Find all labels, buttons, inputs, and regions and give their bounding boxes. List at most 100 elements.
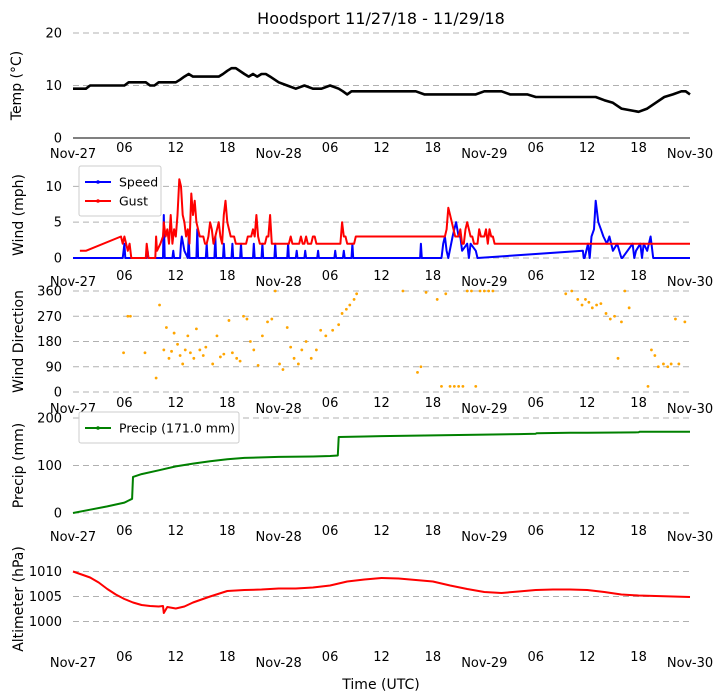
y-tick-label: 0 xyxy=(54,132,62,147)
x-tick-label: 06 xyxy=(527,269,544,284)
data-point xyxy=(222,352,226,356)
data-point xyxy=(478,289,482,293)
legend-label: Precip (171.0 mm) xyxy=(119,421,235,436)
x-tick-label: Nov-28 xyxy=(256,530,302,545)
legend-label: Speed xyxy=(119,175,158,190)
x-tick-label: Nov-29 xyxy=(461,530,507,545)
y-tick-label: 0 xyxy=(54,507,62,522)
data-point xyxy=(452,384,456,388)
series-line-temp xyxy=(73,66,691,114)
data-point xyxy=(129,314,132,318)
data-point xyxy=(595,303,598,307)
data-point xyxy=(627,306,631,310)
x-tick-label: 18 xyxy=(219,269,236,284)
data-point xyxy=(204,345,208,349)
x-tick-label: 12 xyxy=(168,141,185,156)
series-line-speed xyxy=(73,199,690,259)
data-point xyxy=(230,351,234,355)
y-axis-label: Precip (mm) xyxy=(11,423,27,508)
x-tick-label: 12 xyxy=(373,396,390,411)
data-point xyxy=(457,384,461,388)
x-tick-label: Nov-29 xyxy=(461,275,507,290)
data-point xyxy=(448,384,452,388)
data-point xyxy=(616,356,620,360)
x-tick-label: Nov-27 xyxy=(50,656,96,671)
data-point xyxy=(604,312,608,315)
data-point xyxy=(165,326,168,329)
x-tick-label: 06 xyxy=(116,396,133,411)
x-tick-label: Nov-30 xyxy=(667,530,713,545)
x-tick-label: 12 xyxy=(579,269,596,284)
data-point xyxy=(491,289,495,293)
data-point xyxy=(215,334,219,338)
panel-5: 1000 1005 1010 Nov-27 06 12 18 Nov-28 06 12 18 Nov-… xyxy=(11,546,713,671)
y-tick-label: 0 xyxy=(54,252,62,267)
y-tick-label: 0 xyxy=(54,386,62,401)
data-point xyxy=(337,323,341,327)
data-point xyxy=(172,331,176,335)
data-point xyxy=(344,307,348,311)
data-point xyxy=(656,365,660,369)
data-point xyxy=(167,356,171,360)
data-point xyxy=(211,362,215,366)
data-point xyxy=(248,340,252,343)
panel-4: 0 100 200 Nov-27 06 12 18 Nov-28 06 12 18 Nov-29 06 1… xyxy=(11,411,713,545)
data-point xyxy=(461,384,465,388)
data-point xyxy=(470,289,473,293)
data-point xyxy=(186,334,190,338)
series-line-altimeter xyxy=(72,570,691,614)
y-tick-label: 200 xyxy=(37,412,62,427)
x-tick-label: Nov-28 xyxy=(256,275,302,290)
data-point xyxy=(192,356,196,360)
x-tick-label: 06 xyxy=(527,650,544,665)
data-point xyxy=(564,292,568,296)
x-tick-label: 12 xyxy=(168,650,185,665)
y-axis-label: Altimeter (hPa) xyxy=(11,546,27,652)
data-point xyxy=(126,314,130,318)
data-point xyxy=(416,370,419,374)
x-tick-label: 18 xyxy=(219,524,236,539)
x-tick-label: Nov-30 xyxy=(667,147,713,162)
data-point xyxy=(419,365,423,369)
data-point xyxy=(256,363,260,367)
x-tick-label: 18 xyxy=(219,141,236,156)
legend: Speed Gust xyxy=(78,165,162,217)
x-tick-label: 18 xyxy=(425,396,442,411)
x-tick-label: 18 xyxy=(630,650,647,665)
x-tick-label: Nov-28 xyxy=(256,656,302,671)
y-tick-label: 20 xyxy=(45,27,62,42)
x-tick-label: 18 xyxy=(425,524,442,539)
x-tick-label: 12 xyxy=(579,650,596,665)
panel-1: 0 10 20 Nov-27 06 12 18 Nov-28 06 12 18 Nov-29 06 12 1… xyxy=(9,27,713,163)
data-point xyxy=(281,368,285,371)
y-tick-label: 5 xyxy=(54,216,62,231)
y-tick-label: 360 xyxy=(37,285,62,300)
data-point xyxy=(487,289,491,293)
chart-title: Hoodsport 11/27/18 - 11/29/18 xyxy=(257,9,505,28)
y-tick-label: 270 xyxy=(37,310,62,325)
x-axis-label: Time (UTC) xyxy=(341,677,419,693)
x-tick-label: Nov-27 xyxy=(50,147,96,162)
data-point xyxy=(296,362,300,366)
y-tick-label: 100 xyxy=(37,459,62,474)
data-point xyxy=(435,298,439,301)
x-tick-label: 18 xyxy=(425,650,442,665)
data-point xyxy=(650,348,653,352)
data-point xyxy=(324,334,328,338)
panel-2: 0 5 10 Nov-27 06 12 18 Nov-28 06 12 18 Nov-29 06 12 18… xyxy=(11,165,713,290)
x-tick-label: 12 xyxy=(579,524,596,539)
data-point xyxy=(227,319,231,322)
x-tick-label: Nov-30 xyxy=(667,656,713,671)
data-point xyxy=(178,354,182,357)
y-tick-label: 1010 xyxy=(29,565,62,580)
x-tick-label: 06 xyxy=(527,396,544,411)
x-tick-label: 12 xyxy=(373,524,390,539)
data-point xyxy=(260,334,264,338)
data-point xyxy=(143,351,147,355)
y-axis-label: Wind Direction xyxy=(11,290,27,393)
legend-box xyxy=(78,165,162,217)
data-point xyxy=(653,354,657,357)
x-tick-label: 18 xyxy=(219,396,236,411)
